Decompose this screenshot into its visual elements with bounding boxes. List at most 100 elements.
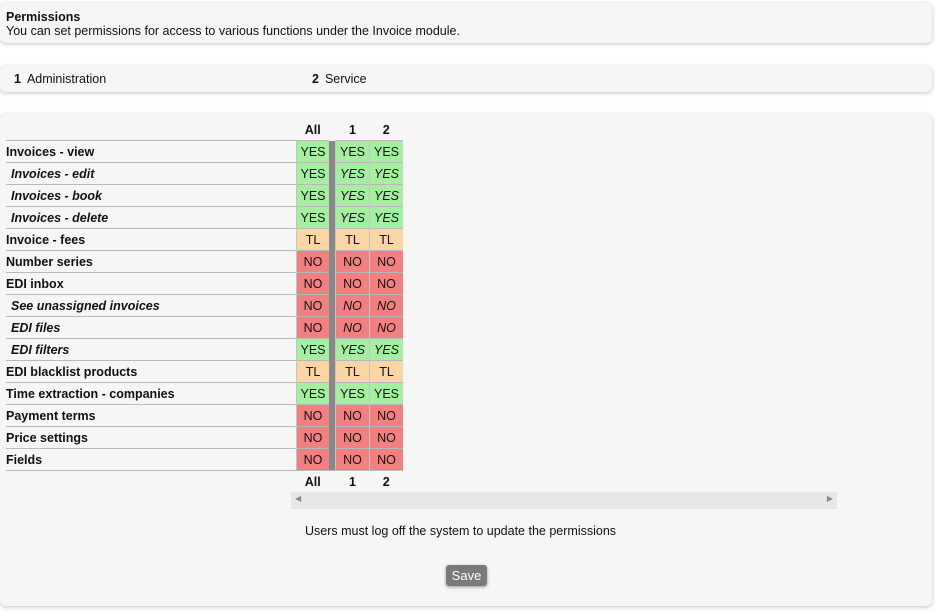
permission-cell-all[interactable]: NO bbox=[296, 250, 329, 273]
permission-cell-group-2[interactable]: TL bbox=[369, 228, 403, 251]
column-gap bbox=[329, 448, 336, 471]
column-gap bbox=[329, 272, 336, 295]
permission-cell-group-2[interactable]: NO bbox=[369, 404, 403, 427]
permission-cell-group-2[interactable]: YES bbox=[369, 338, 403, 361]
permission-cell-all[interactable]: YES bbox=[296, 382, 329, 405]
permission-cell-group-1[interactable]: NO bbox=[335, 404, 370, 427]
permission-label: Number series bbox=[6, 250, 297, 273]
permission-cell-all[interactable]: YES bbox=[296, 162, 329, 185]
permission-cell-all[interactable]: TL bbox=[296, 228, 329, 251]
footer-label-spacer bbox=[6, 471, 297, 493]
permission-cell-all[interactable]: YES bbox=[296, 206, 329, 229]
permission-label: Fields bbox=[6, 448, 297, 471]
permission-row: Invoices - book YES YES YES bbox=[6, 184, 403, 207]
save-button[interactable]: Save bbox=[446, 565, 487, 586]
permission-cell-group-1[interactable]: NO bbox=[335, 426, 370, 449]
group-name: Administration bbox=[26, 72, 107, 86]
permission-cell-group-2[interactable]: YES bbox=[369, 184, 403, 207]
permission-row: Invoices - delete YES YES YES bbox=[6, 206, 403, 229]
permission-cell-group-2[interactable]: NO bbox=[369, 316, 403, 339]
scroll-left-arrow-icon[interactable]: ◀ bbox=[295, 494, 302, 503]
permission-label: Payment terms bbox=[6, 404, 297, 427]
group-number: 2 bbox=[312, 72, 319, 86]
column-gap bbox=[329, 140, 336, 163]
column-footer-1: 1 bbox=[349, 474, 356, 489]
permission-cell-group-2[interactable]: NO bbox=[369, 272, 403, 295]
permission-label: Invoices - book bbox=[6, 184, 297, 207]
column-header-all: All bbox=[304, 122, 321, 137]
permission-label: EDI files bbox=[6, 316, 297, 339]
permission-cell-group-2[interactable]: YES bbox=[369, 382, 403, 405]
permission-cell-all[interactable]: NO bbox=[296, 316, 329, 339]
permission-label: Invoices - edit bbox=[6, 162, 297, 185]
permission-cell-group-2[interactable]: YES bbox=[369, 140, 403, 163]
permission-row: Payment terms NO NO NO bbox=[6, 404, 403, 427]
permission-cell-group-1[interactable]: YES bbox=[335, 382, 370, 405]
column-footer-all: All bbox=[304, 474, 321, 489]
permission-cell-group-2[interactable]: NO bbox=[369, 250, 403, 273]
permissions-panel: All 1 2 Invoices - view YES YES YES Invoices… bbox=[0, 114, 932, 606]
permission-row: Time extraction - companies YES YES YES bbox=[6, 382, 403, 405]
permission-cell-group-1[interactable]: YES bbox=[335, 184, 370, 207]
page-description: You can set permissions for access to va… bbox=[6, 24, 460, 38]
column-gap bbox=[329, 162, 336, 185]
permission-cell-group-1[interactable]: NO bbox=[335, 294, 370, 317]
column-gap bbox=[329, 382, 336, 405]
permission-cell-group-2[interactable]: NO bbox=[369, 426, 403, 449]
permission-cell-all[interactable]: NO bbox=[296, 404, 329, 427]
permission-row: Price settings NO NO NO bbox=[6, 426, 403, 449]
permission-cell-all[interactable]: NO bbox=[296, 294, 329, 317]
permission-cell-all[interactable]: YES bbox=[296, 184, 329, 207]
permission-cell-all[interactable]: NO bbox=[296, 448, 329, 471]
column-gap bbox=[329, 404, 336, 427]
permission-label: Time extraction - companies bbox=[6, 382, 297, 405]
permission-cell-all[interactable]: NO bbox=[296, 272, 329, 295]
permission-cell-group-1[interactable]: YES bbox=[335, 162, 370, 185]
permission-cell-group-1[interactable]: NO bbox=[335, 250, 370, 273]
permission-cell-group-2[interactable]: YES bbox=[369, 162, 403, 185]
permission-row: Invoices - view YES YES YES bbox=[6, 140, 403, 163]
permission-label: Invoices - view bbox=[6, 140, 297, 163]
permission-cell-group-1[interactable]: YES bbox=[335, 338, 370, 361]
permission-row: See unassigned invoices NO NO NO bbox=[6, 294, 403, 317]
column-header-2: 2 bbox=[382, 122, 390, 137]
permission-cell-all[interactable]: NO bbox=[296, 426, 329, 449]
permission-cell-group-1[interactable]: TL bbox=[335, 360, 370, 383]
permission-row: EDI files NO NO NO bbox=[6, 316, 403, 339]
table-header-row: All 1 2 bbox=[6, 119, 403, 141]
column-gap bbox=[329, 250, 336, 273]
permission-cell-all[interactable]: YES bbox=[296, 140, 329, 163]
logoff-notice: Users must log off the system to update … bbox=[305, 524, 617, 538]
group-service: 2 Service bbox=[312, 72, 367, 86]
permission-cell-group-1[interactable]: NO bbox=[335, 272, 370, 295]
horizontal-scrollbar[interactable]: ◀ ▶ bbox=[291, 492, 837, 509]
permission-cell-group-1[interactable]: TL bbox=[335, 228, 370, 251]
permission-label: Invoice - fees bbox=[6, 228, 297, 251]
column-gap bbox=[329, 338, 336, 361]
column-gap bbox=[329, 360, 336, 383]
permission-cell-group-1[interactable]: NO bbox=[335, 448, 370, 471]
permission-cell-group-2[interactable]: TL bbox=[369, 360, 403, 383]
permission-cell-group-2[interactable]: NO bbox=[369, 448, 403, 471]
permission-cell-group-2[interactable]: NO bbox=[369, 294, 403, 317]
group-number: 1 bbox=[14, 72, 21, 86]
permission-row: Fields NO NO NO bbox=[6, 448, 403, 471]
permission-cell-all[interactable]: YES bbox=[296, 338, 329, 361]
permission-cell-group-1[interactable]: YES bbox=[335, 206, 370, 229]
permission-row: Invoice - fees TL TL TL bbox=[6, 228, 403, 251]
permission-cell-all[interactable]: TL bbox=[296, 360, 329, 383]
column-header-1: 1 bbox=[349, 122, 356, 137]
permission-row: EDI blacklist products TL TL TL bbox=[6, 360, 403, 383]
permission-label: EDI filters bbox=[6, 338, 297, 361]
permission-label: Invoices - delete bbox=[6, 206, 297, 229]
permission-cell-group-1[interactable]: NO bbox=[335, 316, 370, 339]
scroll-right-arrow-icon[interactable]: ▶ bbox=[826, 494, 833, 503]
permission-cell-group-2[interactable]: YES bbox=[369, 206, 403, 229]
permission-cell-group-1[interactable]: YES bbox=[335, 140, 370, 163]
group-administration: 1 Administration bbox=[14, 72, 106, 86]
column-gap bbox=[329, 206, 336, 229]
permissions-table-body: Invoices - view YES YES YES Invoices - edit Y… bbox=[6, 140, 403, 471]
group-name: Service bbox=[324, 72, 367, 86]
header-label-spacer bbox=[6, 119, 297, 141]
permissions-table: All 1 2 Invoices - view YES YES YES Invoices… bbox=[6, 119, 403, 492]
